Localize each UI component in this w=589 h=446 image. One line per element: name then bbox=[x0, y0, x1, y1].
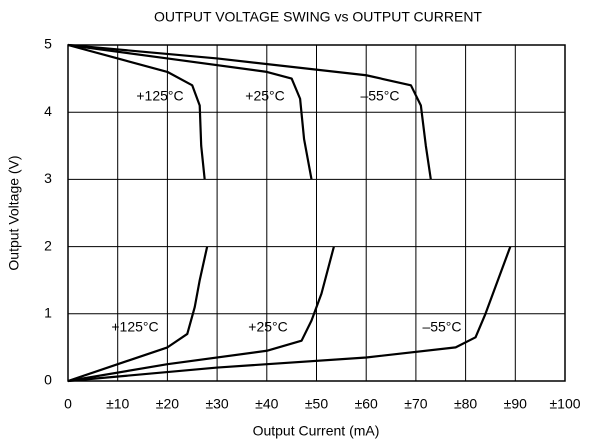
y-tick-label: 1 bbox=[44, 305, 52, 321]
curve bbox=[67, 246, 512, 383]
y-tick-label: 5 bbox=[44, 36, 52, 52]
curve bbox=[67, 43, 206, 180]
y-tick-label: 0 bbox=[44, 372, 52, 388]
x-tick-label: ±10 bbox=[106, 396, 129, 412]
curve-label: –55°C bbox=[360, 88, 399, 104]
curve bbox=[67, 246, 209, 383]
x-tick-label: ±100 bbox=[549, 396, 580, 412]
y-tick-label: 3 bbox=[44, 170, 52, 186]
curve-label: +125°C bbox=[136, 88, 183, 104]
curve bbox=[67, 246, 335, 383]
x-tick-label: 0 bbox=[64, 396, 72, 412]
y-tick-label: 4 bbox=[44, 103, 52, 119]
plot-frame bbox=[67, 44, 566, 382]
x-tick-label: ±60 bbox=[355, 396, 378, 412]
curve-label: –55°C bbox=[422, 319, 461, 335]
x-tick-label: ±40 bbox=[255, 396, 278, 412]
x-axis-label: Output Current (mA) bbox=[253, 423, 380, 439]
chart-title: OUTPUT VOLTAGE SWING vs OUTPUT CURRENT bbox=[154, 9, 482, 25]
curve-label: +125°C bbox=[111, 319, 158, 335]
x-tick-label: ±90 bbox=[504, 396, 527, 412]
curve-label: +25°C bbox=[245, 88, 284, 104]
x-tick-label: ±70 bbox=[404, 396, 427, 412]
curve bbox=[67, 43, 432, 180]
curve-label: +25°C bbox=[248, 319, 287, 335]
x-tick-label: ±30 bbox=[205, 396, 228, 412]
y-tick-label: 2 bbox=[44, 237, 52, 253]
x-tick-label: ±20 bbox=[156, 396, 179, 412]
x-tick-label: ±50 bbox=[305, 396, 328, 412]
x-tick-label: ±80 bbox=[454, 396, 477, 412]
y-axis-label: Output Voltage (V) bbox=[6, 155, 22, 270]
curve bbox=[67, 43, 313, 180]
